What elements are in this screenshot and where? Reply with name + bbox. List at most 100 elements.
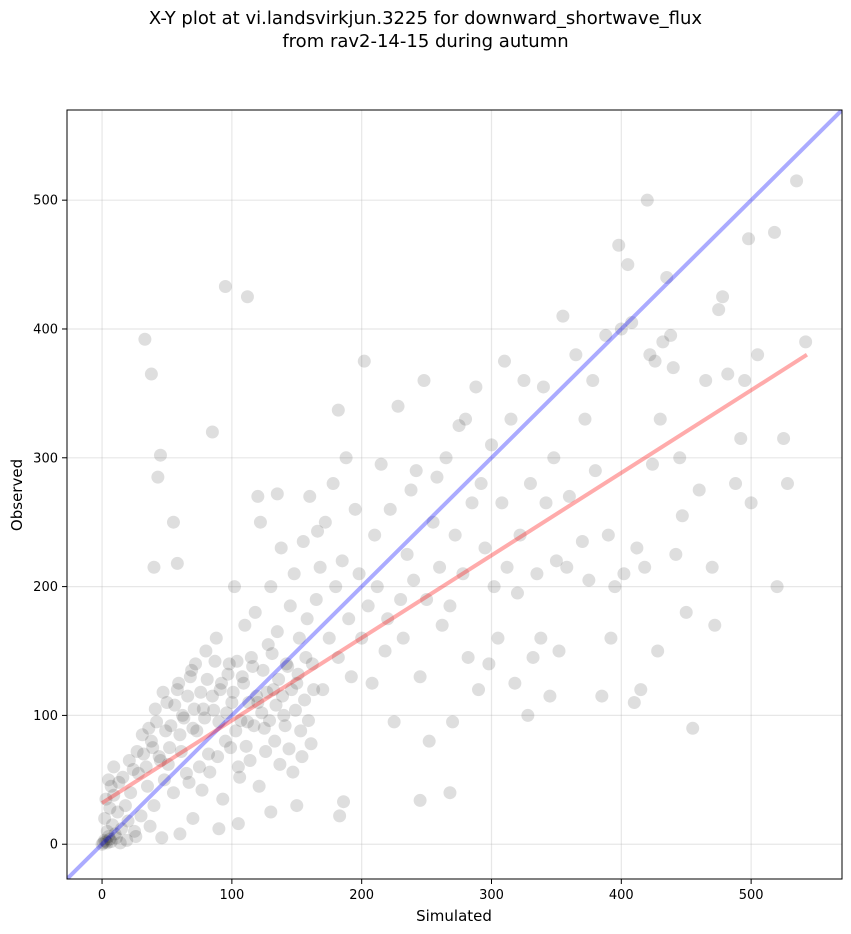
data-point — [299, 650, 313, 664]
data-point — [104, 835, 118, 849]
data-point — [208, 654, 222, 668]
data-point — [294, 724, 308, 738]
data-points — [95, 174, 813, 851]
x-axis-ticks: 0 100 200 300 400 500 — [98, 879, 764, 903]
data-point — [608, 580, 622, 594]
data-point — [625, 316, 639, 330]
data-point — [331, 403, 345, 417]
y-tick-label: 500 — [33, 194, 58, 209]
data-point — [513, 528, 527, 542]
data-point — [134, 809, 148, 823]
data-point — [536, 380, 550, 394]
data-point — [239, 739, 253, 753]
data-point — [190, 724, 204, 738]
data-point — [256, 663, 270, 677]
data-point — [303, 489, 317, 503]
data-point — [543, 689, 557, 703]
data-point — [552, 644, 566, 658]
data-point — [115, 822, 129, 836]
data-point — [523, 477, 537, 491]
data-point — [144, 734, 158, 748]
data-point — [248, 605, 262, 619]
data-point — [673, 451, 687, 465]
data-point — [669, 547, 683, 561]
data-point — [99, 792, 113, 806]
data-point — [474, 477, 488, 491]
data-point — [182, 775, 196, 789]
x-tick: 300 — [479, 879, 504, 903]
data-point — [160, 696, 174, 710]
data-point — [186, 811, 200, 825]
data-point — [630, 541, 644, 555]
x-tick-label: 100 — [219, 888, 244, 903]
data-point — [322, 631, 336, 645]
data-point — [142, 721, 156, 735]
data-point — [286, 765, 300, 779]
data-point — [407, 573, 421, 587]
data-point — [433, 560, 447, 574]
data-point — [287, 567, 301, 581]
data-point — [147, 560, 161, 574]
data-point — [129, 829, 143, 843]
data-point — [361, 599, 375, 613]
data-point — [560, 560, 574, 574]
data-point — [113, 836, 127, 850]
data-point — [172, 676, 186, 690]
data-point — [109, 831, 123, 845]
data-point — [216, 792, 230, 806]
data-point — [205, 425, 219, 439]
data-point — [137, 747, 151, 761]
data-point — [617, 567, 631, 581]
data-point — [272, 672, 286, 686]
y-tick-label: 300 — [33, 451, 58, 466]
data-point — [120, 833, 134, 847]
data-point — [487, 580, 501, 594]
data-point — [95, 837, 109, 851]
data-point — [595, 689, 609, 703]
data-point — [170, 683, 184, 697]
data-point — [298, 693, 312, 707]
data-point — [111, 805, 125, 819]
data-point — [96, 836, 110, 850]
data-point — [549, 554, 563, 568]
data-point — [547, 451, 561, 465]
data-point — [230, 654, 244, 668]
data-point — [105, 818, 119, 832]
data-point — [102, 829, 116, 843]
data-point — [146, 741, 160, 755]
plot-frame — [66, 109, 843, 880]
data-point — [614, 322, 628, 336]
data-point — [246, 659, 260, 673]
data-point — [183, 670, 197, 684]
data-point — [780, 477, 794, 491]
data-point — [348, 502, 362, 516]
data-point — [569, 348, 583, 362]
data-point — [231, 760, 245, 774]
data-point — [282, 742, 296, 756]
data-point — [261, 638, 275, 652]
data-point — [469, 380, 483, 394]
data-point — [413, 793, 427, 807]
data-point — [290, 676, 304, 690]
data-point — [290, 799, 304, 813]
data-point — [270, 487, 284, 501]
data-point — [107, 788, 121, 802]
data-point — [640, 193, 654, 207]
data-point — [344, 670, 358, 684]
grid-lines — [67, 110, 842, 879]
data-point — [103, 832, 117, 846]
data-point — [708, 618, 722, 632]
data-point — [304, 737, 318, 751]
data-point — [387, 715, 401, 729]
data-point — [140, 779, 154, 793]
data-point — [251, 696, 265, 710]
data-point — [526, 650, 540, 664]
data-point — [790, 174, 804, 188]
data-point — [247, 719, 261, 733]
data-point — [666, 361, 680, 375]
y-tick-label: 200 — [33, 580, 58, 595]
data-point — [599, 328, 613, 342]
data-point — [103, 801, 117, 815]
data-point — [205, 689, 219, 703]
data-point — [301, 714, 315, 728]
